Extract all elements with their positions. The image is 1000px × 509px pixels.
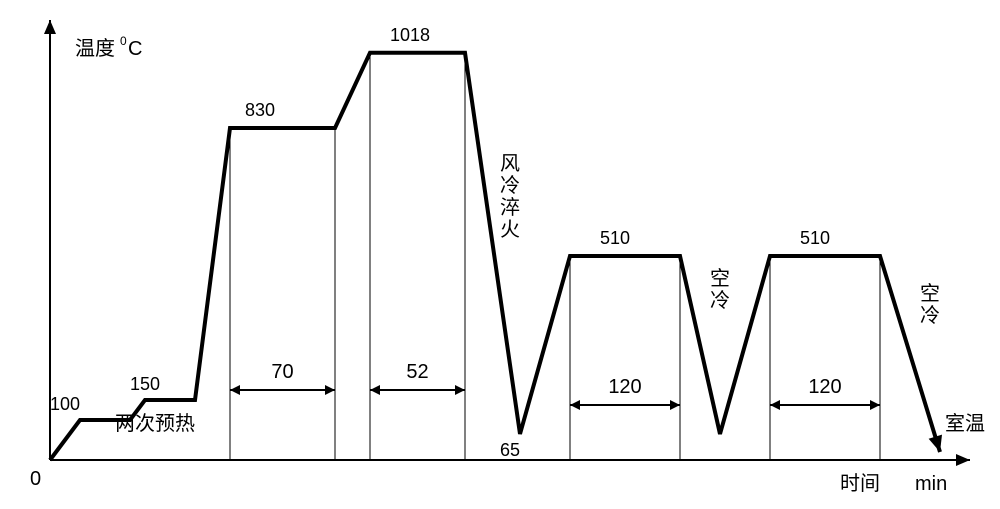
svg-text:0: 0: [120, 34, 127, 48]
temperature-value-label: 830: [245, 100, 275, 120]
annotation-vertical-text: 空冷: [710, 267, 730, 312]
temperature-value-label: 510: [800, 228, 830, 248]
temperature-value-label: 510: [600, 228, 630, 248]
svg-text:C: C: [128, 38, 142, 60]
chart-svg: 温度0C时间min0100150830101865510510705212012…: [0, 0, 1000, 509]
x-axis-unit: min: [915, 473, 947, 495]
y-axis-label: 温度: [75, 37, 115, 60]
temperature-curve: [50, 53, 940, 460]
duration-label: 120: [808, 376, 841, 398]
duration-label: 120: [608, 376, 641, 398]
temperature-value-label: 150: [130, 374, 160, 394]
temperature-value-label: 65: [500, 440, 520, 460]
x-axis-label: 时间: [840, 472, 880, 495]
duration-label: 70: [271, 361, 293, 383]
temperature-value-label: 1018: [390, 25, 430, 45]
origin-label: 0: [30, 468, 41, 490]
annotation-vertical-text: 风冷淬火: [500, 153, 520, 241]
annotation-text: 室温: [945, 412, 985, 435]
temperature-value-label: 100: [50, 394, 80, 414]
annotation-vertical-text: 空冷: [920, 282, 940, 327]
heat-treatment-chart: 温度0C时间min0100150830101865510510705212012…: [0, 0, 1000, 509]
duration-label: 52: [406, 361, 428, 383]
annotation-text: 两次预热: [115, 412, 195, 435]
